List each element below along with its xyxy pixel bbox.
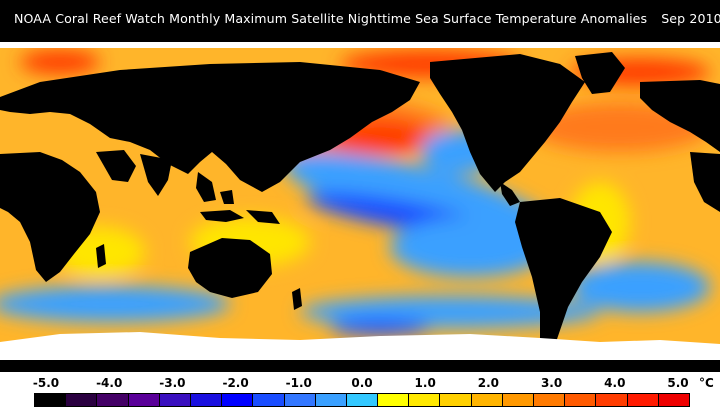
colorbar-swatch [284,394,316,406]
sst-anomaly-map [0,42,720,372]
greenland [575,52,625,94]
arctic-hot-anomaly [20,50,100,74]
arabia [96,150,136,182]
colorbar-swatch [253,394,285,406]
colorbar-swatch [190,394,223,406]
colorbar-swatch [346,394,379,406]
colorbar-swatch [409,394,441,406]
colorbar-swatch [35,394,67,406]
north-america [430,54,585,192]
indonesia [200,210,244,222]
colorbar-unit: °C [699,376,714,390]
south-indian-cool-anomaly [0,286,230,322]
colorbar-swatch [440,394,472,406]
colorbar-swatch [565,394,597,406]
india [140,154,172,196]
australia [188,238,272,298]
indochina [196,172,216,202]
antarctica-land [0,360,720,372]
new-guinea [246,210,280,224]
central-america [500,182,520,206]
colorbar-tick-label: -1.0 [285,376,312,390]
colorbar-tick-label: -2.0 [222,376,249,390]
southern-ocean-cold-anomaly [330,319,430,335]
colorbar-swatch [378,394,410,406]
arctic-ice-edge [0,42,720,48]
colorbar-swatch [128,394,160,406]
colorbar-swatch [627,394,659,406]
map-title: NOAA Coral Reef Watch Monthly Maximum Sa… [14,11,720,26]
colorbar-tick-label: 0.0 [351,376,373,390]
colorbar-swatch [66,394,98,406]
colorbar-tick-label: -5.0 [32,376,60,390]
colorbar-tick-label: 5.0 [667,376,689,390]
colorbar-swatch [658,394,689,406]
africa [0,152,100,282]
title-bar: NOAA Coral Reef Watch Monthly Maximum Sa… [0,0,720,42]
colorbar-swatch [471,394,503,406]
great-britain [660,94,670,110]
south-east-pacific-cool-anomaly [390,217,550,277]
colorbar-swatch [534,394,566,406]
colorbar-tick-label: 3.0 [540,376,563,390]
title-text: NOAA Coral Reef Watch Monthly Maximum Sa… [14,11,648,26]
madagascar [96,244,106,268]
south-atlantic-cool-anomaly [570,262,710,312]
south-america [515,198,612,358]
borneo [220,190,234,204]
africa-west-edge [690,152,720,212]
eurasia [0,62,420,192]
colorbar-tick-label: 1.0 [414,376,436,390]
colorbar-tick-label: -3.0 [159,376,186,390]
title-date: Sep 2010 [661,11,720,26]
new-zealand [292,288,302,310]
land-masses [0,52,720,358]
colorbar-swatch [222,394,254,406]
colorbar-swatch [97,394,129,406]
colorbar [34,393,690,407]
colorbar-swatch [502,394,534,406]
japan [234,124,250,156]
map-svg [0,42,720,372]
colorbar-tick-label: -4.0 [96,376,123,390]
colorbar-swatch [596,394,628,406]
colorbar-swatch [315,394,347,406]
colorbar-swatch [159,394,191,406]
colorbar-tick-label: 4.0 [604,376,626,390]
colorbar-tick-label: 2.0 [477,376,500,390]
